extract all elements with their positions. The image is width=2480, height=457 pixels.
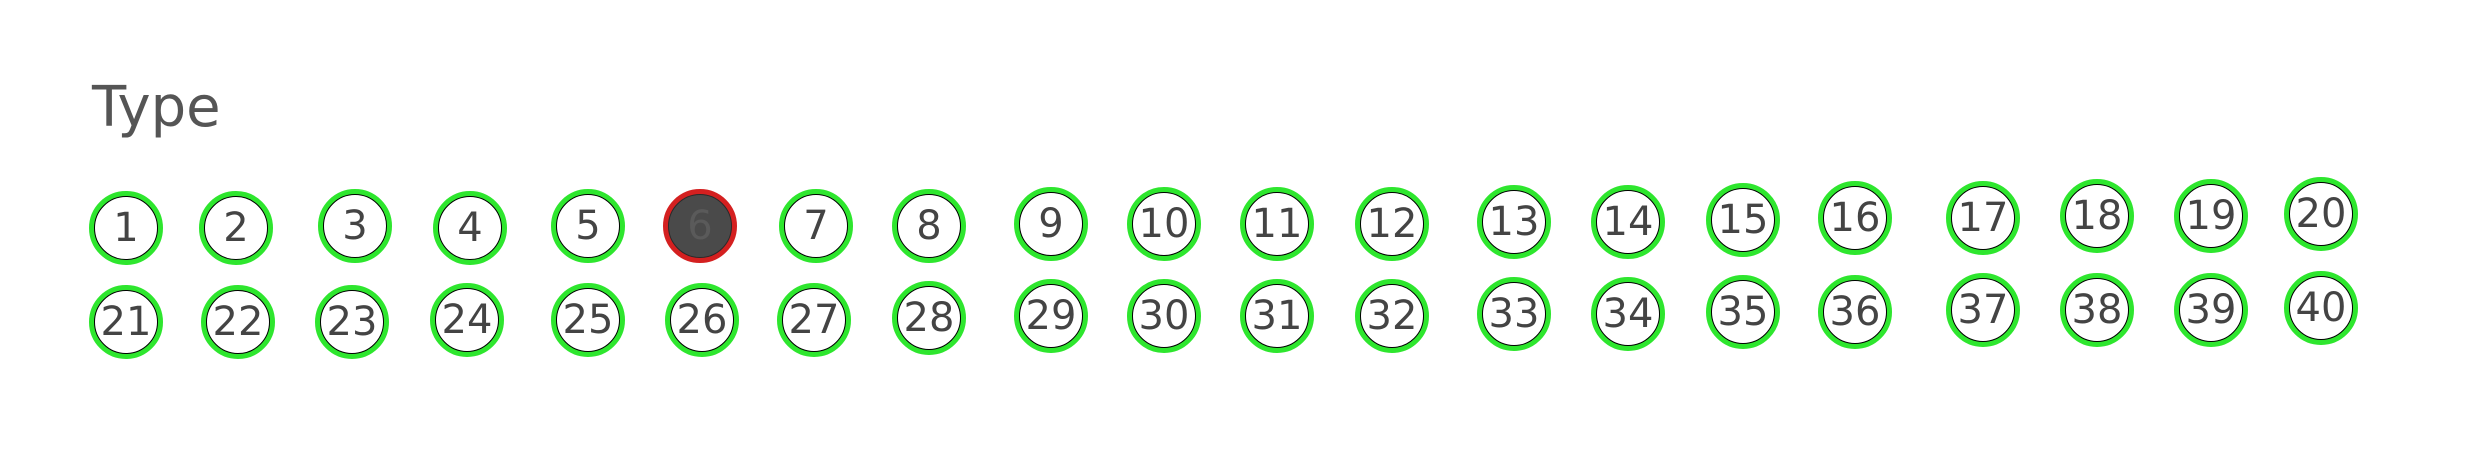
bubble-number: 18: [2071, 193, 2123, 239]
bubble-number: 3: [342, 203, 368, 249]
answer-bubble-19[interactable]: 19: [2174, 179, 2248, 253]
bubble-number: 29: [1025, 293, 1077, 339]
answer-bubble-21[interactable]: 21: [89, 285, 163, 359]
answer-bubble-14[interactable]: 14: [1591, 185, 1665, 259]
answer-bubble-38[interactable]: 38: [2060, 273, 2134, 347]
bubble-number: 31: [1251, 293, 1303, 339]
answer-bubble-11[interactable]: 11: [1240, 187, 1314, 261]
bubble-number: 20: [2295, 191, 2347, 237]
answer-bubble-1[interactable]: 1: [89, 191, 163, 265]
bubble-number: 7: [803, 203, 829, 249]
bubble-number: 4: [457, 205, 483, 251]
bubble-number: 2: [223, 205, 249, 251]
answer-bubble-40[interactable]: 40: [2284, 271, 2358, 345]
bubble-number: 28: [903, 295, 955, 341]
answer-bubble-25[interactable]: 25: [551, 283, 625, 357]
bubble-number: 23: [326, 299, 378, 345]
answer-bubble-34[interactable]: 34: [1591, 277, 1665, 351]
answer-bubble-37[interactable]: 37: [1946, 273, 2020, 347]
answer-bubble-36[interactable]: 36: [1818, 275, 1892, 349]
bubble-number: 9: [1038, 201, 1064, 247]
answer-bubble-22[interactable]: 22: [201, 285, 275, 359]
answer-bubble-13[interactable]: 13: [1477, 185, 1551, 259]
bubble-number: 32: [1366, 293, 1418, 339]
bubble-number: 40: [2295, 285, 2347, 331]
answer-bubble-31[interactable]: 31: [1240, 279, 1314, 353]
answer-bubble-23[interactable]: 23: [315, 285, 389, 359]
bubble-number: 37: [1957, 287, 2009, 333]
bubble-number: 5: [575, 203, 601, 249]
answer-bubble-28[interactable]: 28: [892, 281, 966, 355]
bubble-number: 22: [212, 299, 264, 345]
bubble-number: 12: [1366, 201, 1418, 247]
bubble-number: 33: [1488, 291, 1540, 337]
answer-bubble-30[interactable]: 30: [1127, 279, 1201, 353]
bubble-number: 17: [1957, 195, 2009, 241]
answer-bubble-35[interactable]: 35: [1706, 275, 1780, 349]
answer-bubble-24[interactable]: 24: [430, 283, 504, 357]
bubble-number: 6: [687, 203, 713, 249]
answer-bubble-39[interactable]: 39: [2174, 273, 2248, 347]
bubble-number: 34: [1602, 291, 1654, 337]
answer-bubble-9[interactable]: 9: [1014, 187, 1088, 261]
bubble-number: 35: [1717, 289, 1769, 335]
bubble-number: 24: [441, 297, 493, 343]
bubble-number: 14: [1602, 199, 1654, 245]
answer-bubble-32[interactable]: 32: [1355, 279, 1429, 353]
section-title: Type: [92, 75, 221, 140]
answer-bubble-29[interactable]: 29: [1014, 279, 1088, 353]
bubble-number: 25: [562, 297, 614, 343]
bubble-number: 36: [1829, 289, 1881, 335]
bubble-number: 19: [2185, 193, 2237, 239]
bubble-number: 30: [1138, 293, 1190, 339]
answer-bubble-27[interactable]: 27: [777, 283, 851, 357]
answer-bubble-6[interactable]: 6: [663, 189, 737, 263]
answer-bubble-7[interactable]: 7: [779, 189, 853, 263]
answer-bubble-10[interactable]: 10: [1127, 187, 1201, 261]
bubble-number: 1: [113, 205, 139, 251]
answer-bubble-18[interactable]: 18: [2060, 179, 2134, 253]
bubble-number: 38: [2071, 287, 2123, 333]
answer-bubble-20[interactable]: 20: [2284, 177, 2358, 251]
bubble-number: 8: [916, 203, 942, 249]
bubble-number: 11: [1251, 201, 1303, 247]
answer-bubble-17[interactable]: 17: [1946, 181, 2020, 255]
answer-bubble-33[interactable]: 33: [1477, 277, 1551, 351]
answer-bubble-5[interactable]: 5: [551, 189, 625, 263]
answer-bubble-3[interactable]: 3: [318, 189, 392, 263]
answer-bubble-26[interactable]: 26: [665, 283, 739, 357]
answer-bubble-4[interactable]: 4: [433, 191, 507, 265]
bubble-number: 15: [1717, 197, 1769, 243]
answer-bubble-15[interactable]: 15: [1706, 183, 1780, 257]
bubble-number: 27: [788, 297, 840, 343]
answer-bubble-8[interactable]: 8: [892, 189, 966, 263]
bubble-number: 21: [100, 299, 152, 345]
bubble-number: 39: [2185, 287, 2237, 333]
bubble-number: 26: [676, 297, 728, 343]
answer-bubble-16[interactable]: 16: [1818, 181, 1892, 255]
answer-bubble-2[interactable]: 2: [199, 191, 273, 265]
bubble-number: 10: [1138, 201, 1190, 247]
answer-bubble-12[interactable]: 12: [1355, 187, 1429, 261]
bubble-number: 13: [1488, 199, 1540, 245]
bubble-number: 16: [1829, 195, 1881, 241]
